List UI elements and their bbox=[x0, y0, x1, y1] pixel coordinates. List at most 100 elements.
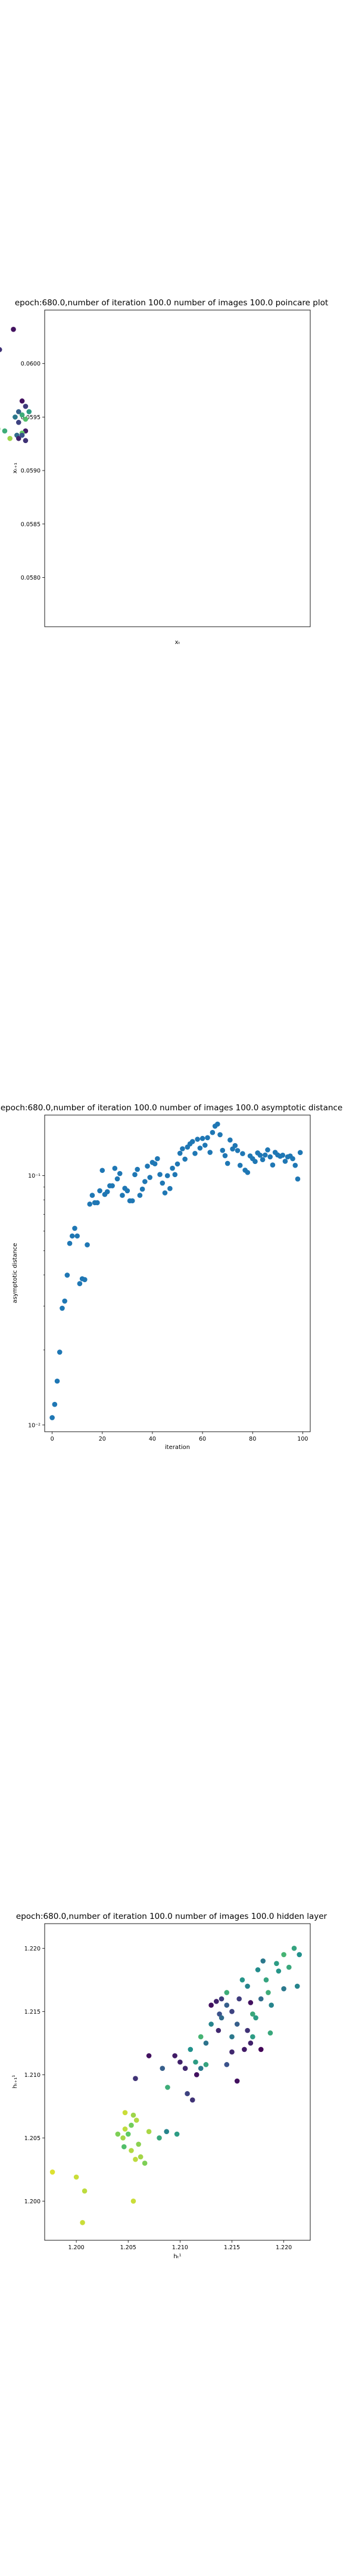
data-point bbox=[89, 1193, 95, 1198]
data-point bbox=[292, 1163, 298, 1168]
marks-group bbox=[0, 326, 32, 444]
scatter-point bbox=[203, 2062, 209, 2067]
scatter-point bbox=[224, 2002, 230, 2008]
data-point bbox=[157, 1172, 163, 1177]
x-axis-label: iteration bbox=[165, 1444, 190, 1451]
scatter-point bbox=[160, 2066, 166, 2072]
data-point bbox=[104, 1189, 110, 1194]
scatter-point bbox=[260, 1958, 266, 1964]
tick-group: 0.05800.05850.05900.05950.06000.05800.05… bbox=[21, 361, 45, 581]
data-point bbox=[265, 1147, 270, 1153]
scatter-point bbox=[133, 2076, 138, 2081]
scatter-point bbox=[250, 2034, 255, 2040]
data-point bbox=[262, 1152, 268, 1158]
x-tick-label: 1.200 bbox=[68, 2244, 85, 2251]
marks-group bbox=[49, 1121, 303, 1420]
y-tick-label: 10⁻¹ bbox=[28, 1173, 40, 1179]
scatter-point bbox=[229, 2049, 235, 2055]
data-point bbox=[152, 1161, 158, 1166]
scatter-point bbox=[7, 435, 13, 441]
scatter-point bbox=[276, 1968, 282, 1974]
scatter-point bbox=[174, 2131, 180, 2137]
y-tick-label: 0.0585 bbox=[21, 521, 40, 528]
scatter-point bbox=[130, 2198, 136, 2204]
scatter-point bbox=[2, 428, 8, 434]
plot-frame bbox=[44, 1923, 311, 2241]
scatter-point bbox=[234, 2078, 240, 2084]
asymptotic-distance-chart: epoch:680.0,number of iteration 100.0 nu… bbox=[1, 1103, 342, 1451]
y-tick-label: 1.200 bbox=[24, 2199, 40, 2205]
data-point bbox=[282, 1159, 288, 1164]
data-point bbox=[95, 1200, 100, 1206]
data-point bbox=[192, 1151, 198, 1156]
scatter-point bbox=[23, 416, 29, 422]
data-point bbox=[220, 1147, 226, 1153]
scatter-point bbox=[189, 2097, 195, 2103]
data-point bbox=[164, 1173, 170, 1178]
data-point bbox=[110, 1183, 115, 1188]
scatter-point bbox=[129, 2148, 134, 2153]
data-point bbox=[67, 1240, 73, 1246]
scatter-point bbox=[219, 2015, 224, 2021]
data-point bbox=[99, 1168, 105, 1174]
scatter-point bbox=[19, 412, 25, 418]
data-point bbox=[232, 1143, 238, 1148]
data-point bbox=[280, 1153, 286, 1158]
data-point bbox=[120, 1193, 125, 1198]
chart-title: epoch:680.0,number of iteration 100.0 nu… bbox=[1, 1103, 342, 1113]
x-tick-label: 1.210 bbox=[172, 2244, 188, 2251]
scatter-point bbox=[224, 2062, 230, 2067]
y-tick-label: 0.0580 bbox=[21, 575, 40, 581]
y-axis-label: asymptotic distance bbox=[12, 1243, 18, 1303]
scatter-point bbox=[157, 2135, 162, 2141]
scatter-point bbox=[120, 2135, 126, 2141]
data-point bbox=[224, 1160, 230, 1166]
data-point bbox=[174, 1161, 180, 1167]
data-point bbox=[257, 1153, 263, 1158]
scatter-point bbox=[286, 1964, 292, 1970]
data-point bbox=[132, 1172, 138, 1178]
scatter-point bbox=[245, 1983, 250, 1989]
data-point bbox=[82, 1277, 88, 1283]
scatter-point bbox=[281, 1952, 286, 1958]
data-point bbox=[64, 1272, 70, 1278]
scatter-point bbox=[281, 1986, 286, 1992]
data-point bbox=[49, 1415, 55, 1420]
data-point bbox=[295, 1176, 301, 1182]
x-axis-label: hₜ¹ bbox=[173, 2253, 181, 2260]
scatter-point bbox=[217, 2011, 222, 2017]
scatter-point bbox=[236, 1996, 242, 2002]
scatter-point bbox=[19, 398, 25, 404]
scatter-point bbox=[263, 1977, 269, 1983]
data-point bbox=[245, 1169, 251, 1175]
x-tick-label: 100 bbox=[297, 1436, 308, 1442]
scatter-point bbox=[164, 2129, 170, 2135]
data-point bbox=[97, 1188, 102, 1194]
data-point bbox=[252, 1159, 258, 1165]
data-point bbox=[160, 1180, 166, 1186]
scatter-point bbox=[121, 2144, 127, 2150]
scatter-point bbox=[274, 1961, 279, 1967]
data-point bbox=[260, 1157, 266, 1162]
scatter-point bbox=[13, 414, 18, 420]
scatter-point bbox=[49, 2169, 55, 2175]
scatter-point bbox=[19, 432, 25, 438]
scatter-point bbox=[245, 2027, 250, 2033]
scatter-point bbox=[182, 2066, 188, 2072]
scatter-point bbox=[142, 2160, 148, 2166]
data-point bbox=[139, 1186, 145, 1192]
data-point bbox=[155, 1156, 160, 1162]
scatter-point bbox=[177, 2059, 183, 2065]
scatter-point bbox=[267, 2030, 273, 2036]
data-point bbox=[74, 1233, 80, 1239]
marks-group bbox=[49, 1946, 303, 2225]
data-point bbox=[170, 1165, 175, 1171]
data-point bbox=[142, 1179, 148, 1184]
data-point bbox=[297, 1150, 303, 1156]
scatter-point bbox=[229, 2009, 235, 2014]
scatter-point bbox=[208, 2002, 214, 2008]
data-point bbox=[189, 1139, 195, 1144]
scatter-point bbox=[297, 1952, 303, 1958]
scatter-point bbox=[115, 2131, 121, 2137]
x-tick-label: 1.215 bbox=[224, 2244, 240, 2251]
